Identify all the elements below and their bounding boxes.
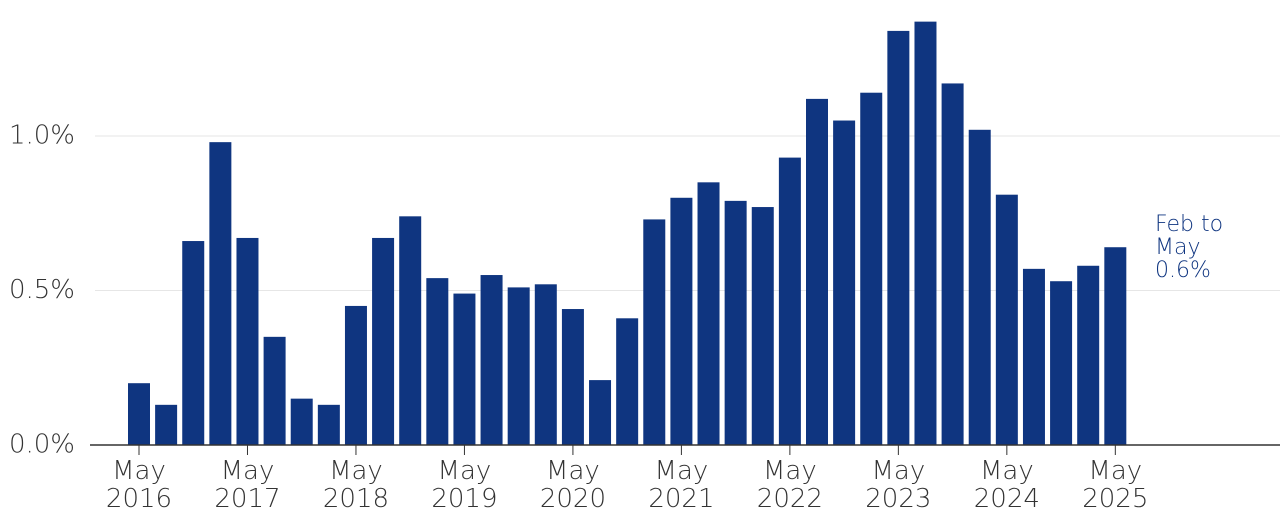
x-tick-label: May 2017 bbox=[214, 456, 280, 514]
bar bbox=[914, 21, 937, 445]
bar bbox=[426, 278, 449, 445]
y-tick-label: 0.5% bbox=[9, 275, 75, 305]
bar bbox=[616, 318, 639, 445]
bar bbox=[778, 157, 801, 445]
bar bbox=[751, 207, 774, 445]
annotation: May bbox=[1155, 235, 1200, 260]
bar bbox=[182, 241, 205, 445]
annotation: 0.6% bbox=[1155, 258, 1211, 283]
bar bbox=[1104, 247, 1127, 445]
x-tick-label: May 2019 bbox=[431, 456, 497, 514]
bar bbox=[534, 284, 557, 445]
bar bbox=[1022, 268, 1045, 445]
bar bbox=[697, 182, 720, 445]
bar bbox=[236, 237, 259, 445]
y-tick-label: 1.0% bbox=[9, 120, 75, 150]
bar bbox=[968, 129, 991, 445]
annotation: Feb to bbox=[1155, 212, 1223, 237]
bar bbox=[887, 30, 910, 446]
bar bbox=[995, 194, 1018, 445]
bar bbox=[561, 309, 584, 445]
bar bbox=[860, 92, 883, 445]
bar bbox=[453, 293, 476, 445]
bar bbox=[643, 219, 666, 445]
bar bbox=[941, 83, 964, 445]
bar bbox=[263, 336, 286, 445]
y-tick-label: 0.0% bbox=[9, 430, 75, 460]
x-tick-label: May 2020 bbox=[540, 456, 606, 514]
x-tick-label: May 2021 bbox=[648, 456, 714, 514]
x-tick-label: May 2023 bbox=[865, 456, 931, 514]
bar bbox=[399, 216, 422, 445]
bar bbox=[480, 275, 503, 445]
bar bbox=[372, 237, 395, 445]
bar bbox=[507, 287, 530, 445]
bar bbox=[833, 120, 856, 445]
bar bbox=[1050, 281, 1073, 445]
bar bbox=[209, 142, 232, 445]
x-tick-label: May 2024 bbox=[974, 456, 1040, 514]
x-tick-label: May 2016 bbox=[106, 456, 172, 514]
bar bbox=[290, 398, 313, 445]
bar bbox=[1077, 265, 1100, 445]
bar bbox=[670, 197, 693, 445]
x-tick-label: May 2022 bbox=[757, 456, 823, 514]
x-tick-label: May 2018 bbox=[323, 456, 389, 514]
bar bbox=[155, 404, 178, 445]
bar bbox=[128, 383, 150, 445]
bar bbox=[724, 200, 747, 445]
bar bbox=[806, 98, 828, 445]
bar bbox=[344, 305, 367, 445]
bar bbox=[589, 380, 612, 445]
bar bbox=[317, 404, 340, 445]
x-tick-label: May 2025 bbox=[1082, 456, 1148, 514]
